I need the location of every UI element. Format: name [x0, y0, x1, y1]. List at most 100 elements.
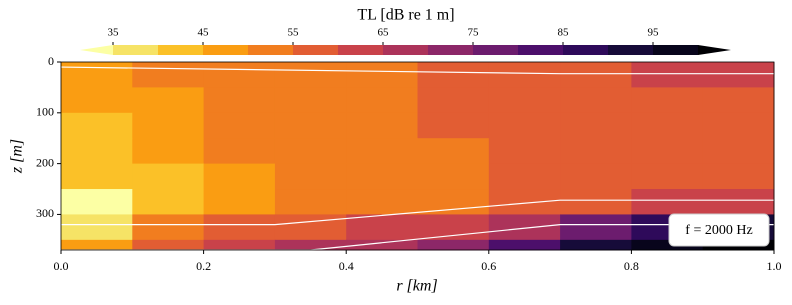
heatmap-cell	[702, 138, 775, 165]
colorbar-band	[473, 45, 519, 55]
heatmap-cell	[61, 112, 133, 139]
heatmap-cell	[417, 239, 490, 251]
boundary-line	[61, 199, 774, 226]
x-tick-label: 0.6	[481, 259, 496, 273]
heatmap-cell	[417, 163, 490, 190]
heatmap-cell	[274, 239, 347, 251]
heatmap-cell	[132, 239, 205, 251]
heatmap-cell	[61, 214, 133, 241]
colorbar-band	[428, 45, 474, 55]
heatmap-cell	[61, 189, 133, 215]
heatmap-cell	[417, 62, 490, 88]
colorbar-label: TL [dB re 1 m]	[357, 7, 454, 24]
y-axis-label: z [m]	[9, 139, 26, 174]
heatmap-cell	[417, 112, 490, 139]
colorbar-band	[653, 45, 699, 55]
heatmap-cell	[203, 87, 276, 114]
heatmap-cell	[274, 189, 347, 215]
heatmap-cell	[560, 214, 632, 241]
heatmap-cell	[488, 214, 561, 241]
x-tick-label: 0.0	[54, 259, 69, 273]
x-tick-label: 0.4	[339, 259, 354, 273]
x-tick-label: 0.2	[196, 259, 211, 273]
heatmap-cell	[203, 112, 276, 139]
heatmap-cell	[702, 87, 775, 114]
colorbar-band	[248, 45, 294, 55]
heatmap-cell	[488, 239, 561, 251]
heatmap-cell	[346, 163, 418, 190]
heatmap-cell	[560, 62, 632, 88]
heatmap-cell	[631, 138, 704, 165]
heatmap-cell	[274, 138, 347, 165]
heatmap-cell	[346, 87, 418, 114]
heatmap-cell	[702, 62, 775, 88]
heatmap-cell	[61, 138, 133, 165]
heatmap-cell	[488, 163, 561, 190]
heatmap-cell	[346, 62, 418, 88]
y-tick-label: 100	[36, 105, 54, 119]
heatmap-cell	[203, 163, 276, 190]
heatmap-cell	[631, 112, 704, 139]
colorbar-band	[293, 45, 339, 55]
x-axis-label: r [km]	[396, 278, 437, 295]
heatmap-cell	[132, 189, 205, 215]
heatmap-cell	[346, 138, 418, 165]
heatmap-cell	[560, 239, 632, 251]
colorbar-extend-high	[698, 45, 731, 55]
heatmap-cell	[488, 189, 561, 215]
x-tick-label: 1.0	[767, 259, 782, 273]
heatmap-cell	[346, 189, 418, 215]
heatmap-cell	[203, 189, 276, 215]
boundary-line	[60, 66, 774, 75]
heatmap-cell	[560, 189, 632, 215]
colorbar-band	[563, 45, 609, 55]
annotation: f = 2000 Hz	[685, 223, 752, 238]
heatmap-cell	[132, 138, 205, 165]
heatmap-cell	[203, 239, 276, 251]
colorbar-band	[383, 45, 429, 55]
heatmap-cell	[631, 189, 704, 215]
heatmap-cell	[203, 62, 276, 88]
heatmap-cell	[274, 87, 347, 114]
colorbar-tick-label: 85	[558, 27, 570, 39]
heatmap-cell	[560, 163, 632, 190]
x-tick-label: 0.8	[624, 259, 639, 273]
heatmap-cell	[702, 112, 775, 139]
heatmap-cell	[702, 189, 775, 215]
colorbar-tick-label: 35	[108, 27, 120, 39]
heatmap-cell	[132, 87, 205, 114]
heatmap-cell	[132, 214, 205, 241]
colorbar-tick-label: 65	[378, 27, 390, 39]
heatmap-cell	[132, 112, 205, 139]
y-tick-label: 0	[48, 54, 54, 68]
heatmap	[61, 62, 775, 251]
heatmap-cell	[560, 112, 632, 139]
heatmap-cell	[274, 163, 347, 190]
colorbar-tick-label: 95	[648, 27, 660, 39]
heatmap-cell	[346, 112, 418, 139]
heatmap-cell	[631, 239, 704, 251]
annotation-box	[668, 213, 770, 247]
heatmap-cell	[631, 163, 704, 190]
colorbar-extend-low	[80, 45, 113, 55]
plot-frame	[60, 61, 775, 251]
heatmap-cell	[61, 87, 133, 114]
y-tick-label: 200	[36, 155, 54, 169]
heatmap-cell	[560, 87, 632, 114]
colorbar-band	[338, 45, 384, 55]
colorbar-tick-label: 75	[468, 27, 480, 39]
y-tick-label: 300	[36, 206, 54, 220]
heatmap-cell	[488, 87, 561, 114]
heatmap-cell	[132, 163, 205, 190]
heatmap-cell	[417, 138, 490, 165]
heatmap-cell	[488, 138, 561, 165]
heatmap-cell	[702, 163, 775, 190]
colorbar-tick-label: 55	[288, 27, 300, 39]
heatmap-cell	[488, 112, 561, 139]
overlay	[60, 61, 775, 251]
heatmap-cell	[417, 214, 490, 241]
heatmap-cell	[417, 87, 490, 114]
heatmap-cell	[274, 112, 347, 139]
heatmap-cell	[631, 87, 704, 114]
